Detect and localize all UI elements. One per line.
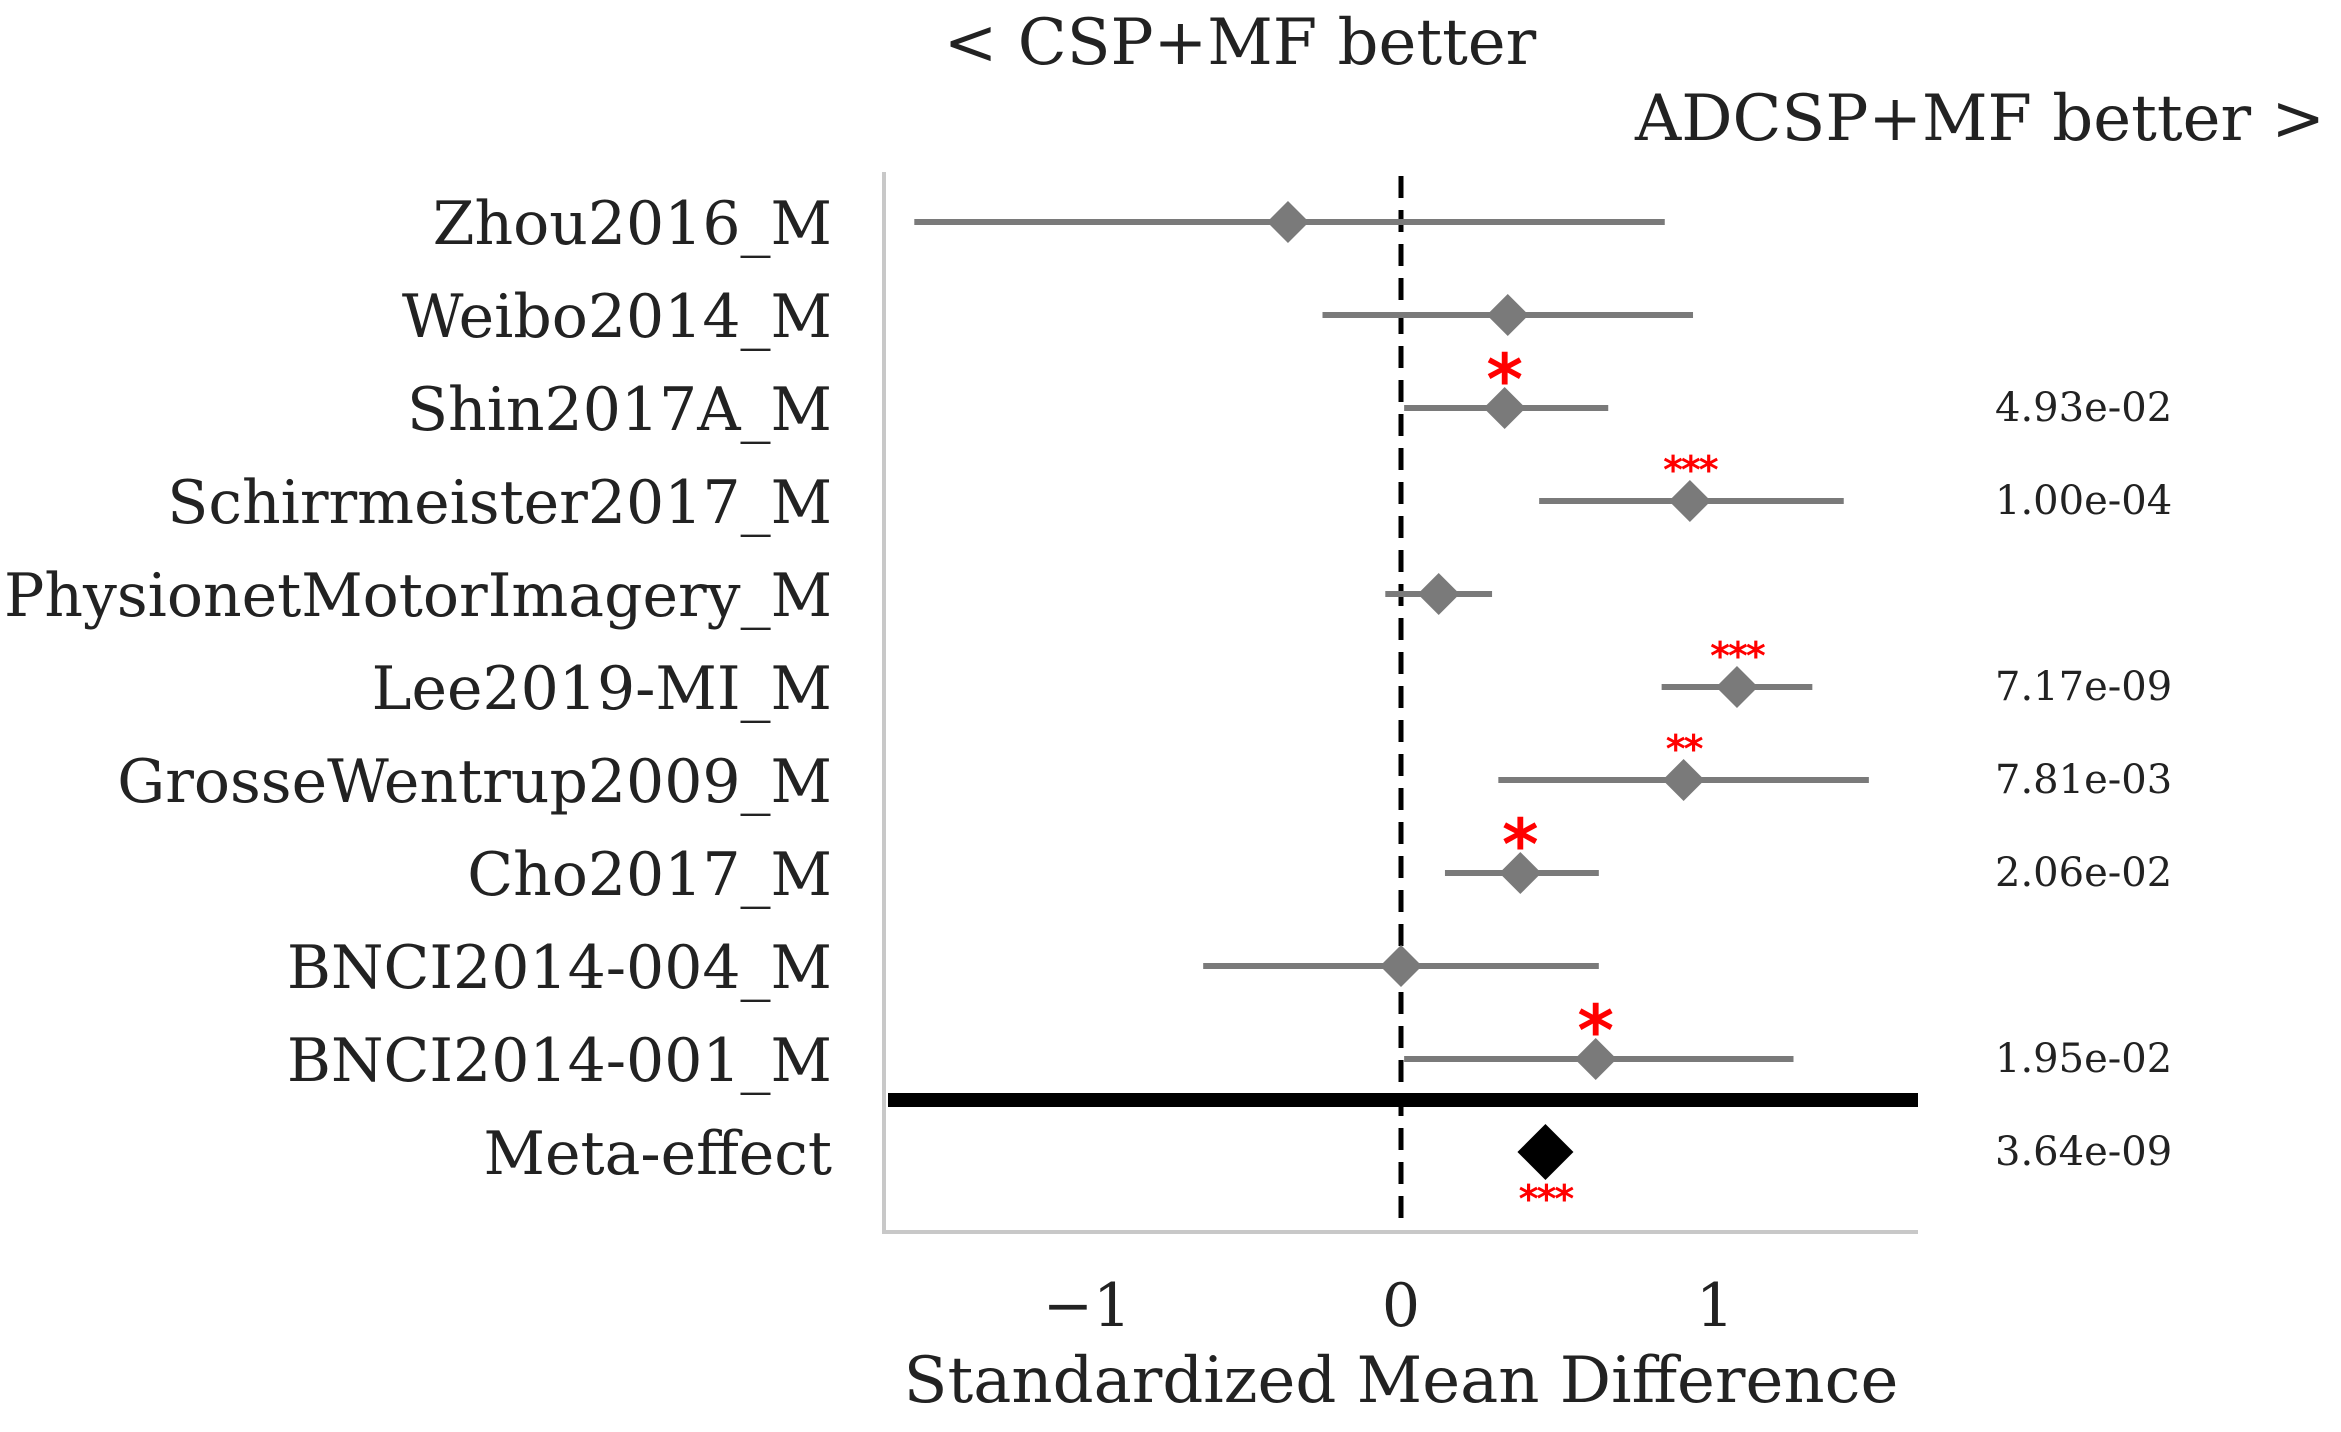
effect-marker (1417, 573, 1460, 615)
effect-marker (1499, 852, 1542, 894)
study-label: Lee2019-MI_M (372, 654, 832, 724)
study-label: Shin2017A_M (407, 375, 832, 445)
effect-marker (1662, 759, 1705, 801)
effect-marker (1715, 666, 1758, 708)
meta-effect-row: Meta-effect *** 3.64e-09 (484, 1119, 2173, 1221)
significance-stars: * (1502, 804, 1539, 886)
study-row: Schirrmeister2017_M *** 1.00e-04 (167, 448, 2172, 538)
study-label: BNCI2014-001_M (287, 1026, 832, 1096)
study-label: BNCI2014-004_M (287, 933, 832, 1003)
effect-marker (1574, 1038, 1617, 1080)
x-axis-ticks: −1 0 1 (1043, 1271, 1734, 1341)
significance-stars: ** (1666, 727, 1704, 771)
significance-stars: * (1486, 339, 1523, 421)
p-value: 7.17e-09 (1995, 664, 2172, 710)
p-value: 2.06e-02 (1995, 850, 2172, 896)
significance-stars: *** (1519, 1177, 1575, 1221)
significance-stars: *** (1663, 448, 1719, 492)
p-value: 1.95e-02 (1995, 1036, 2172, 1082)
x-tick-label: 1 (1696, 1271, 1734, 1341)
study-row: BNCI2014-001_M * 1.95e-02 (287, 990, 2172, 1096)
study-row: GrosseWentrup2009_M ** 7.81e-03 (117, 727, 2172, 817)
p-value: 4.93e-02 (1995, 385, 2172, 431)
significance-stars: *** (1710, 634, 1766, 678)
study-label: Cho2017_M (467, 840, 832, 910)
study-label: Zhou2016_M (433, 189, 832, 259)
p-value: 1.00e-04 (1995, 478, 2172, 524)
study-row: Zhou2016_M (433, 189, 1665, 259)
study-label: Schirrmeister2017_M (167, 468, 832, 538)
meta-effect-marker (1517, 1124, 1574, 1180)
study-label: PhysionetMotorImagery_M (4, 561, 832, 631)
effect-marker (1483, 387, 1526, 429)
x-tick-label: −1 (1043, 1271, 1131, 1341)
effect-marker (1266, 201, 1309, 243)
study-row: Weibo2014_M (402, 282, 1694, 352)
study-row: BNCI2014-004_M (287, 933, 1599, 1003)
p-value: 7.81e-03 (1995, 757, 2172, 803)
study-label: GrosseWentrup2009_M (117, 747, 832, 817)
effect-marker (1380, 945, 1422, 987)
study-row: Shin2017A_M * 4.93e-02 (407, 339, 2172, 445)
study-row: PhysionetMotorImagery_M (4, 561, 1493, 631)
study-row: Lee2019-MI_M *** 7.17e-09 (372, 634, 2173, 724)
p-value: 3.64e-09 (1995, 1129, 2172, 1175)
study-label: Weibo2014_M (402, 282, 832, 352)
left-header: < CSP+MF better (944, 6, 1537, 80)
effect-marker (1668, 480, 1711, 522)
study-rows: Zhou2016_M Weibo2014_M Shin2017A_M * 4.93e-0… (4, 189, 2172, 1096)
right-header: ADCSP+MF better > (1634, 82, 2325, 156)
effect-marker (1486, 294, 1529, 336)
significance-stars: * (1577, 990, 1614, 1072)
x-axis-label: Standardized Mean Difference (904, 1344, 1899, 1418)
x-tick-label: 0 (1382, 1271, 1420, 1341)
study-row: Cho2017_M * 2.06e-02 (467, 804, 2172, 910)
meta-effect-label: Meta-effect (484, 1119, 832, 1189)
